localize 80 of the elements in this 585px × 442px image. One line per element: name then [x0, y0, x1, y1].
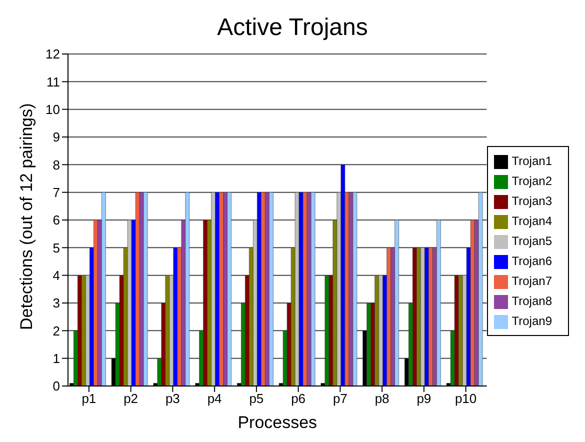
bar — [165, 275, 170, 386]
legend-label: Trojan6 — [512, 254, 552, 268]
x-tick-label: p8 — [374, 391, 390, 406]
y-tick-label: 12 — [46, 46, 60, 62]
x-axis-title: Processes — [238, 413, 318, 432]
bar — [394, 220, 399, 386]
legend-label: Trojan5 — [512, 234, 552, 248]
x-tick-label: p2 — [124, 391, 138, 406]
bar — [203, 220, 208, 386]
y-tick-label: 8 — [52, 157, 60, 172]
legend-label: Trojan9 — [512, 314, 552, 328]
bar — [139, 192, 144, 386]
x-tick-label: p3 — [165, 391, 180, 406]
bar — [294, 192, 300, 386]
bar — [386, 248, 391, 386]
x-tick-label: p5 — [249, 391, 264, 406]
legend-label: Trojan2 — [512, 174, 552, 188]
bar — [478, 192, 483, 386]
bar — [458, 275, 463, 386]
bar — [374, 275, 379, 386]
x-tick-label: p4 — [207, 391, 222, 406]
bar — [211, 192, 216, 386]
legend-label: Trojan3 — [512, 194, 552, 208]
bar — [265, 192, 270, 386]
y-tick-label: 10 — [46, 102, 60, 117]
y-tick-label: 1 — [52, 350, 60, 366]
bar — [340, 164, 346, 386]
bar — [215, 192, 220, 386]
bar — [348, 192, 354, 386]
bar — [261, 192, 266, 386]
bar — [310, 192, 316, 386]
bar — [269, 192, 274, 386]
bar — [82, 275, 86, 386]
legend-label: Trojan7 — [512, 274, 552, 288]
legend-label: Trojan1 — [512, 154, 552, 168]
y-tick-label: 0 — [52, 378, 60, 394]
y-tick-label: 9 — [52, 130, 60, 145]
chart-title: Active Trojans — [216, 13, 369, 43]
bar — [306, 192, 312, 386]
bar — [102, 192, 106, 386]
bar — [219, 192, 224, 386]
bar — [436, 220, 441, 386]
bar — [257, 192, 262, 386]
bar — [412, 248, 417, 386]
bar — [143, 192, 148, 386]
bar — [94, 220, 98, 386]
bar — [428, 248, 433, 386]
bar — [185, 192, 190, 386]
bar — [135, 192, 140, 386]
x-tick-label: p1 — [82, 391, 96, 406]
x-tick-label: p7 — [332, 391, 348, 406]
y-tick-label: 3 — [52, 296, 60, 311]
bar — [352, 192, 358, 386]
y-axis-title: Detections (out of 12 pairings) — [17, 103, 36, 330]
y-tick-label: 5 — [52, 240, 60, 256]
y-tick-label: 2 — [52, 323, 60, 338]
bar — [298, 192, 304, 386]
bar — [173, 248, 178, 386]
bar — [302, 192, 308, 386]
bar — [416, 248, 421, 386]
y-tick-label: 11 — [46, 74, 60, 90]
bar — [223, 192, 228, 386]
x-tick-label: p10 — [454, 391, 477, 406]
bar — [378, 275, 383, 386]
bar — [470, 220, 475, 386]
bar — [424, 248, 429, 386]
y-tick-label: 6 — [52, 212, 60, 228]
bar — [324, 275, 330, 386]
legend-label: Trojan8 — [512, 294, 552, 308]
legend-label: Trojan4 — [512, 214, 552, 228]
y-tick-label: 4 — [52, 268, 60, 283]
bar — [227, 192, 232, 386]
bar — [454, 275, 459, 386]
y-tick-label: 7 — [52, 184, 60, 200]
x-tick-label: p9 — [416, 391, 432, 406]
bar — [127, 220, 132, 386]
bar — [366, 302, 371, 386]
x-tick-label: p6 — [291, 391, 306, 406]
bar — [78, 275, 82, 386]
bar — [420, 248, 425, 386]
